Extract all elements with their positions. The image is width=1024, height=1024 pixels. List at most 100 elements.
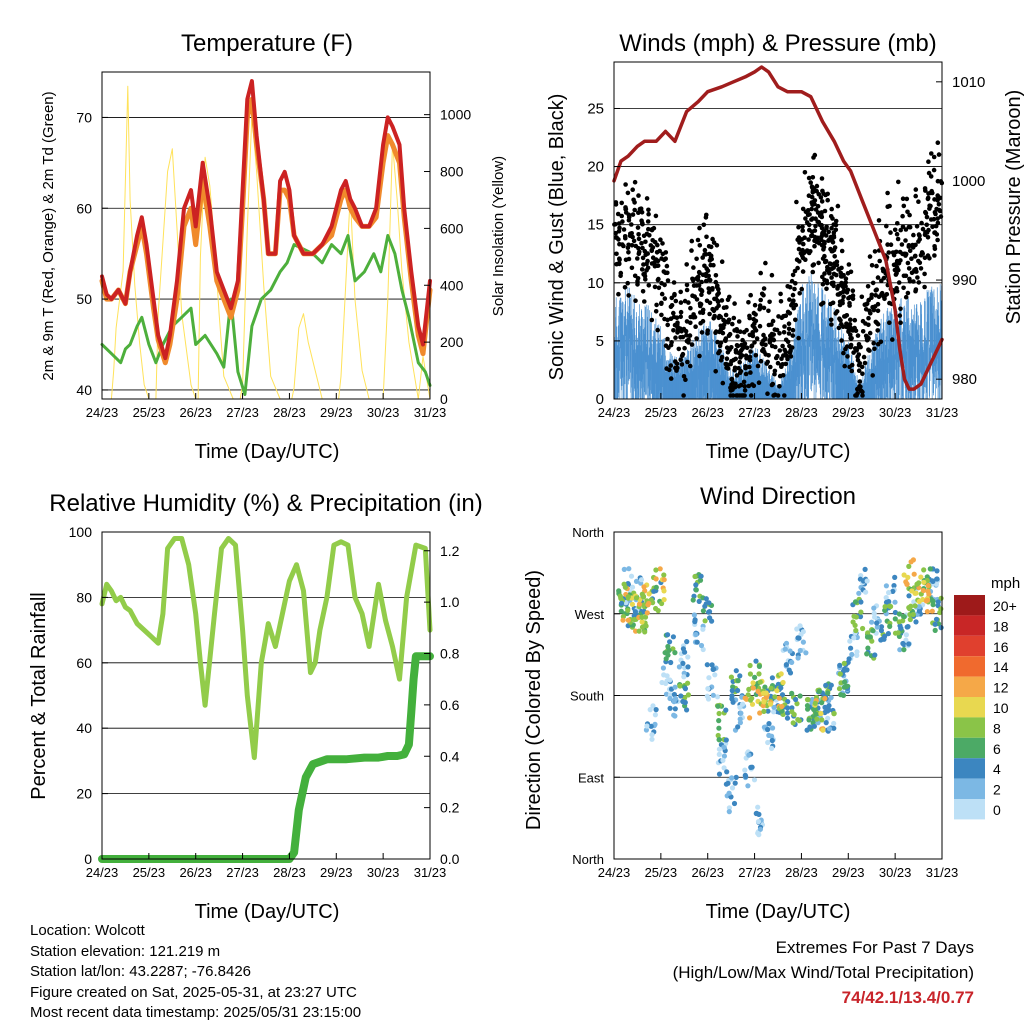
gust-point bbox=[768, 364, 773, 370]
gust-point bbox=[743, 365, 748, 371]
gust-point bbox=[907, 279, 913, 284]
gust-point bbox=[819, 237, 824, 243]
gust-point bbox=[718, 340, 724, 346]
dewpoint-line bbox=[100, 234, 432, 396]
direction-point bbox=[716, 737, 723, 743]
x-tick-label: 26/23 bbox=[691, 865, 724, 880]
direction-point bbox=[682, 686, 689, 692]
gust-point bbox=[810, 269, 816, 275]
gust-point bbox=[662, 282, 667, 288]
x-tick-label: 29/23 bbox=[320, 405, 353, 420]
gust-point bbox=[829, 248, 835, 254]
gust-point bbox=[746, 300, 751, 305]
direction-point bbox=[723, 737, 729, 743]
direction-point bbox=[716, 746, 723, 752]
direction-point bbox=[756, 663, 763, 670]
direction-point bbox=[901, 614, 907, 620]
temperature-plot-frame bbox=[101, 71, 431, 400]
gust-point bbox=[668, 316, 674, 322]
direction-point bbox=[770, 725, 776, 731]
direction-point bbox=[728, 674, 735, 680]
y-tick-label: 990 bbox=[952, 272, 977, 289]
gust-point bbox=[621, 227, 627, 232]
gust-point bbox=[691, 312, 696, 317]
station-location: Location: Wolcott bbox=[30, 922, 145, 939]
x-tick-label: 25/23 bbox=[133, 865, 166, 880]
direction-point bbox=[761, 708, 767, 715]
direction-point bbox=[795, 717, 801, 723]
direction-point bbox=[771, 704, 777, 710]
gust-point bbox=[885, 204, 890, 209]
gust-point bbox=[920, 226, 926, 232]
direction-point bbox=[618, 608, 624, 614]
direction-point bbox=[680, 660, 686, 667]
direction-point bbox=[747, 715, 753, 721]
gust-point bbox=[754, 336, 760, 341]
gust-point bbox=[758, 297, 763, 303]
gust-point bbox=[888, 230, 893, 235]
gust-point bbox=[869, 292, 875, 298]
gust-point bbox=[743, 353, 749, 359]
gust-point bbox=[707, 300, 713, 306]
direction-point bbox=[633, 595, 640, 601]
x-tick-label: 31/23 bbox=[414, 405, 447, 420]
direction-point bbox=[918, 574, 924, 580]
x-tick-label: 26/23 bbox=[691, 405, 724, 420]
direction-point bbox=[789, 709, 795, 715]
station-info: Location: Wolcott Station elevation: 121… bbox=[30, 921, 361, 1024]
gust-point bbox=[678, 314, 683, 320]
gust-point bbox=[655, 327, 660, 333]
gust-point bbox=[683, 328, 689, 334]
humidity-gridlines bbox=[102, 531, 430, 860]
direction-point bbox=[795, 635, 801, 641]
gust-point bbox=[713, 279, 719, 285]
gust-point bbox=[808, 180, 813, 185]
direction-point bbox=[767, 701, 774, 707]
gust-point bbox=[772, 368, 778, 374]
gust-point bbox=[916, 258, 921, 264]
direction-point bbox=[622, 584, 629, 590]
gust-point bbox=[842, 363, 847, 369]
direction-point bbox=[851, 635, 857, 641]
direction-point bbox=[790, 720, 796, 726]
temperature-y2label: Solar Insolation (Yellow) bbox=[490, 156, 507, 316]
gust-point bbox=[730, 387, 735, 393]
direction-point bbox=[621, 566, 627, 573]
y-tick-label: 60 bbox=[76, 200, 92, 216]
gust-point bbox=[894, 288, 900, 294]
gust-point bbox=[819, 199, 825, 204]
direction-point bbox=[650, 703, 656, 709]
direction-point bbox=[905, 574, 911, 581]
gust-point bbox=[933, 211, 938, 217]
gust-point bbox=[640, 289, 646, 294]
gust-point bbox=[623, 207, 628, 212]
direction-point bbox=[805, 697, 811, 703]
gust-point bbox=[766, 308, 771, 314]
direction-point bbox=[891, 583, 897, 589]
direction-point bbox=[742, 767, 748, 773]
gust-point bbox=[847, 322, 853, 327]
direction-point bbox=[660, 665, 667, 671]
gust-point bbox=[718, 314, 723, 320]
gust-point bbox=[742, 384, 747, 389]
direction-point bbox=[733, 774, 739, 781]
gust-point bbox=[778, 291, 783, 297]
extremes-block: Extremes For Past 7 Days (High/Low/Max W… bbox=[673, 935, 974, 1010]
direction-point bbox=[826, 703, 832, 709]
gust-point bbox=[635, 225, 641, 230]
gust-point bbox=[653, 309, 659, 314]
y-tick-label: 100 bbox=[69, 524, 93, 540]
gust-point bbox=[916, 199, 921, 204]
gust-point bbox=[905, 260, 911, 266]
legend-label: 14 bbox=[993, 659, 1009, 675]
gust-point bbox=[907, 224, 913, 230]
gust-point bbox=[879, 290, 885, 296]
gust-point bbox=[815, 203, 821, 209]
direction-point bbox=[735, 724, 741, 730]
direction-point bbox=[930, 578, 936, 585]
temp-2m-line bbox=[100, 79, 432, 361]
direction-point bbox=[721, 744, 727, 750]
gust-point bbox=[713, 296, 719, 302]
pressure-series bbox=[612, 65, 944, 391]
gust-point bbox=[788, 345, 794, 351]
